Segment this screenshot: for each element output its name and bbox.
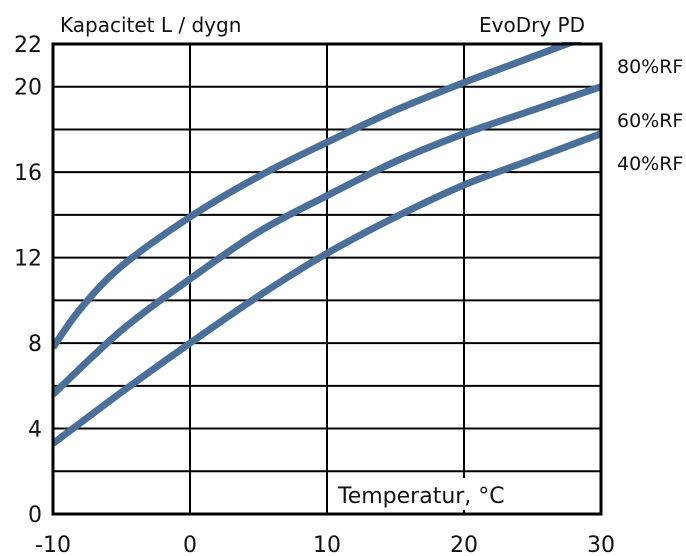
chart-title-left: Kapacitet L / dygn bbox=[60, 13, 241, 37]
series-labels: 80%RF 60%RF 40%RF bbox=[617, 56, 683, 175]
series-line-40-rf bbox=[53, 130, 603, 447]
plot-frame bbox=[51, 42, 603, 516]
curves bbox=[53, 42, 603, 447]
x-tick-labels: -10 0 10 20 30 bbox=[35, 533, 615, 556]
y-tick-label: 12 bbox=[14, 247, 42, 272]
y-tick-label: 16 bbox=[14, 161, 42, 186]
series-label-60-rf: 60%RF bbox=[617, 110, 683, 132]
x-axis-label: Temperatur, °C bbox=[337, 484, 505, 509]
y-tick-label: 22 bbox=[14, 33, 42, 58]
x-tick-label: 20 bbox=[450, 533, 478, 556]
x-tick-label: 10 bbox=[313, 533, 341, 556]
y-tick-labels: 0 4 8 12 16 20 22 bbox=[14, 33, 42, 528]
chart-title-right: EvoDry PD bbox=[479, 13, 585, 37]
series-label-80-rf: 80%RF bbox=[617, 56, 683, 78]
x-tick-label: 0 bbox=[183, 533, 197, 556]
series-label-40-rf: 40%RF bbox=[617, 153, 683, 175]
x-tick-label: 30 bbox=[587, 533, 615, 556]
series-line-60-rf bbox=[53, 83, 603, 397]
y-tick-label: 20 bbox=[14, 76, 42, 101]
series-line-80-rf bbox=[53, 42, 583, 350]
y-tick-label: 4 bbox=[28, 418, 42, 443]
y-tick-label: 0 bbox=[28, 503, 42, 528]
x-tick-label: -10 bbox=[35, 533, 71, 556]
y-tick-label: 8 bbox=[28, 332, 42, 357]
x-axis-label-background bbox=[332, 478, 522, 510]
